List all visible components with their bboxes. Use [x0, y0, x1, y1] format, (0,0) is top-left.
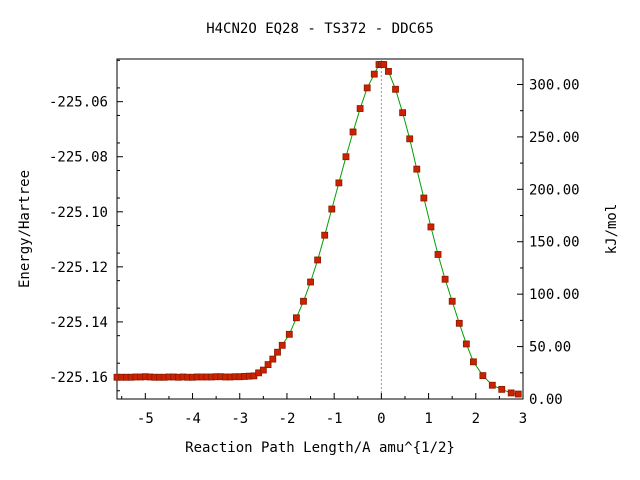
data-point [507, 389, 515, 397]
data-point [420, 194, 428, 202]
data-point [479, 372, 487, 380]
data-point [488, 381, 496, 389]
data-point [292, 314, 300, 322]
x-tick-label: 1 [424, 411, 432, 427]
data-point [307, 278, 314, 286]
x-tick-label: -5 [137, 411, 154, 427]
x-tick-label: -4 [184, 411, 201, 427]
data-point [363, 84, 371, 92]
data-point [448, 297, 456, 305]
data-point [274, 348, 281, 356]
y2-tick-label: 200.00 [529, 182, 580, 198]
y-axis-left: -225.06 -225.08 -225.10 -225.12 -225.14 -225.… [49, 59, 123, 392]
data-point [470, 358, 477, 366]
data-point [385, 67, 392, 75]
data-point [441, 275, 449, 283]
data-point [278, 341, 286, 349]
data-point [321, 231, 329, 239]
data-point [335, 179, 343, 187]
data-point [380, 61, 388, 68]
data-point [370, 70, 378, 78]
plot-frame [116, 58, 524, 400]
x-tick-label: -3 [231, 411, 248, 427]
y2-tick-label: 300.00 [529, 77, 580, 93]
data-point [269, 355, 277, 363]
data-point [434, 251, 442, 258]
data-point [349, 128, 357, 136]
x-tick-label: -2 [279, 411, 296, 427]
y2-tick-label: 100.00 [529, 287, 580, 303]
data-point [498, 385, 506, 393]
x-axis: -5 -4 -3 -2 -1 0 1 2 3 [121, 393, 527, 427]
plot-area [116, 58, 524, 400]
y2-tick-label: 0.00 [529, 392, 563, 408]
y2-tick-label: 150.00 [529, 235, 580, 251]
data-point [455, 319, 463, 327]
chart-title: H4CN2O EQ28 - TS372 - DDC65 [206, 21, 434, 37]
data-point [399, 109, 407, 117]
x-tick-label: 3 [519, 411, 527, 427]
data-point [300, 297, 307, 305]
data-point [462, 340, 470, 348]
y-axis-right: 300.00 250.00 200.00 150.00 100.00 50.00 0.00 [517, 77, 580, 408]
data-point [285, 330, 293, 338]
energy-curve [117, 64, 519, 395]
y-axis-label: Energy/Hartree [17, 170, 33, 288]
y2-axis-label: kJ/mol [604, 204, 620, 255]
x-tick-label: 0 [377, 411, 385, 427]
y2-tick-label: 50.00 [529, 340, 571, 356]
y-tick-label: -225.06 [49, 95, 108, 111]
x-axis-label: Reaction Path Length/A amu^{1/2} [185, 440, 455, 456]
y-tick-label: -225.08 [49, 150, 108, 166]
data-point [356, 105, 364, 112]
y-tick-label: -225.14 [49, 315, 108, 331]
x-tick-label: 2 [472, 411, 480, 427]
y-tick-label: -225.16 [49, 370, 108, 386]
data-point [392, 85, 399, 93]
data-point [328, 205, 336, 213]
data-point [314, 256, 322, 264]
y-tick-label: -225.10 [49, 205, 108, 221]
data-point [427, 223, 435, 231]
data-point [406, 135, 414, 143]
data-point [259, 366, 267, 374]
data-point [264, 361, 272, 368]
y-tick-label: -225.12 [49, 260, 108, 276]
data-point [342, 153, 350, 161]
data-point [413, 165, 421, 173]
data-point [514, 390, 522, 398]
y2-tick-label: 250.00 [529, 130, 580, 146]
energy-points [113, 61, 522, 398]
x-tick-label: -1 [326, 411, 343, 427]
